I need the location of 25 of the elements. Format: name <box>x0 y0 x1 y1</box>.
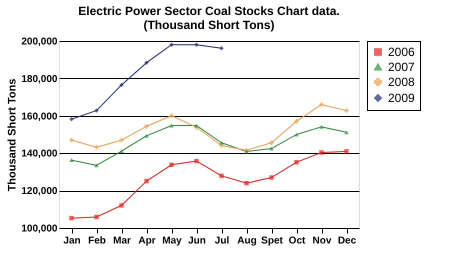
legend-label: 2009 <box>388 91 416 105</box>
x-tick-label: May <box>162 236 182 246</box>
y-tick-label: 180,000 <box>21 74 58 85</box>
text: Electric Power Sector Coal Stocks Chart data. <box>78 4 340 18</box>
legend-label: 2006 <box>388 45 416 59</box>
y-axis-title: Thousand Short Tons <box>6 78 18 192</box>
y-tick-label: 140,000 <box>21 148 58 160</box>
legend-label: 2007 <box>388 60 416 74</box>
y-tick-label: 200,000 <box>21 36 58 48</box>
x-tick-label: Aug <box>237 236 257 246</box>
text: (Thousand Short Tons) <box>143 18 275 32</box>
x-tick-label: Mar <box>113 236 131 246</box>
y-tick-label: 100,000 <box>21 224 58 234</box>
y-tick-label: 160,000 <box>21 111 58 122</box>
legend-label: 2008 <box>388 75 416 89</box>
x-tick-label: Spet <box>261 236 284 246</box>
y-tick-label: 120,000 <box>21 186 58 198</box>
x-tick-label: Jun <box>188 236 206 246</box>
x-tick-label: Jul <box>214 236 230 246</box>
x-tick-label: Oct <box>288 236 306 246</box>
x-tick-label: Dec <box>338 236 357 246</box>
x-tick-label: Feb <box>88 236 106 246</box>
x-tick-label: Apr <box>138 236 156 246</box>
x-tick-label: Nov <box>312 236 332 246</box>
x-tick-label: Jan <box>63 236 81 246</box>
